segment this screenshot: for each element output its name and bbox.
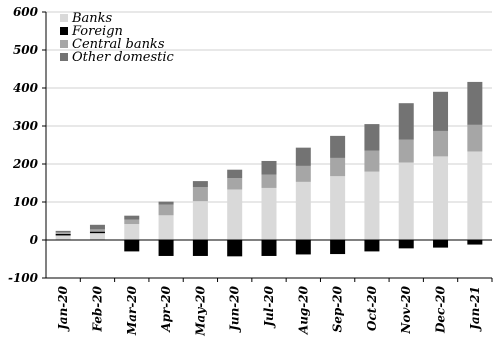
bar-segment-foreign: [89, 231, 105, 234]
bar-segment-other-domestic: [158, 201, 174, 205]
bar-segment-foreign: [398, 240, 414, 249]
y-tick-label: 500: [13, 43, 39, 57]
legend-swatch: [60, 27, 68, 35]
y-tick-label: 100: [13, 195, 39, 209]
legend-label: Foreign: [71, 24, 123, 39]
bar-segment-other-domestic: [261, 160, 277, 175]
y-tick-label: 300: [13, 119, 39, 133]
bar-segment-foreign: [124, 240, 140, 252]
x-tick-label: Mar-20: [125, 285, 139, 336]
x-tick-label: Oct-20: [365, 285, 379, 331]
x-tick-label: Sep-20: [331, 285, 345, 332]
x-tick-label: Feb-20: [90, 285, 104, 332]
x-tick-label: Dec-20: [434, 285, 448, 334]
x-tick-label: Nov-20: [399, 285, 413, 334]
bar-segment-central-banks: [433, 130, 449, 157]
bar-segment-other-domestic: [330, 135, 346, 158]
legend-swatch: [60, 53, 68, 61]
bar-segment-banks: [192, 201, 208, 240]
y-tick-label: -100: [8, 271, 39, 285]
bar-segment-banks: [158, 215, 174, 240]
bar-segment-other-domestic: [55, 230, 71, 233]
bar-segment-banks: [124, 224, 140, 240]
x-tick-label: Aug-20: [296, 285, 310, 335]
axes: [42, 11, 493, 282]
y-tick-label: 400: [13, 81, 39, 95]
y-tick-label: 0: [30, 233, 39, 247]
bar-segment-banks: [330, 176, 346, 240]
bar-segment-foreign: [295, 240, 311, 255]
bar-segment-foreign: [467, 240, 483, 245]
bar-segment-banks: [227, 189, 243, 240]
bar-segment-other-domestic: [89, 224, 105, 230]
bar-segment-other-domestic: [227, 169, 243, 179]
bar-segment-foreign: [227, 240, 243, 257]
legend-swatch: [60, 40, 68, 48]
bar-segment-banks: [89, 233, 105, 240]
bar-segment-banks: [364, 171, 380, 240]
bar-segment-foreign: [158, 240, 174, 256]
bar-segment-central-banks: [158, 204, 174, 216]
bar-segment-banks: [433, 156, 449, 240]
bar-segment-central-banks: [261, 174, 277, 188]
bar-segment-banks: [398, 162, 414, 240]
bar-segment-banks: [295, 181, 311, 240]
x-tick-label: Jan-21: [468, 286, 482, 332]
bar-segment-central-banks: [364, 150, 380, 172]
x-tick-label: Jan-20: [56, 285, 70, 332]
bar-segment-other-domestic: [467, 81, 483, 125]
legend-label: Other domestic: [72, 50, 175, 65]
x-tick-label: Jun-20: [228, 285, 242, 332]
bar-segment-foreign: [55, 233, 71, 236]
bar-segment-banks: [467, 151, 483, 240]
bar-segment-central-banks: [398, 139, 414, 163]
bar-segment-other-domestic: [124, 215, 140, 220]
x-tick-label: Apr-20: [159, 285, 173, 332]
bar-segment-central-banks: [89, 229, 105, 232]
bar-segment-central-banks: [124, 219, 140, 225]
bar-segment-central-banks: [192, 187, 208, 202]
bar-segment-banks: [55, 235, 71, 240]
legend-label: Banks: [71, 11, 113, 26]
bar-segment-foreign: [364, 240, 380, 252]
x-tick-label: May-20: [193, 285, 207, 336]
bars: [55, 81, 483, 257]
x-tick-label: Jul-20: [262, 285, 276, 328]
bar-segment-banks: [261, 187, 277, 240]
bar-segment-central-banks: [227, 178, 243, 190]
legend-label: Central banks: [72, 37, 165, 52]
bar-segment-central-banks: [55, 232, 71, 234]
bar-segment-foreign: [330, 240, 346, 255]
bar-segment-other-domestic: [364, 124, 380, 151]
y-tick-label: 600: [13, 5, 39, 19]
bar-segment-other-domestic: [295, 147, 311, 166]
bar-segment-central-banks: [330, 157, 346, 177]
legend-swatch: [60, 14, 68, 22]
bar-segment-central-banks: [295, 165, 311, 182]
bar-segment-central-banks: [467, 124, 483, 152]
bar-segment-foreign: [261, 240, 277, 256]
bar-segment-foreign: [433, 240, 449, 248]
tick-labels: -100 0 100 200 300 400 500 600 Jan-20 Feb-20 Mar-2…: [8, 5, 482, 337]
bar-segment-other-domestic: [192, 181, 208, 188]
bar-segment-foreign: [192, 240, 208, 256]
bar-segment-other-domestic: [398, 103, 414, 140]
bar-segment-other-domestic: [433, 91, 449, 131]
y-tick-label: 200: [12, 157, 39, 171]
